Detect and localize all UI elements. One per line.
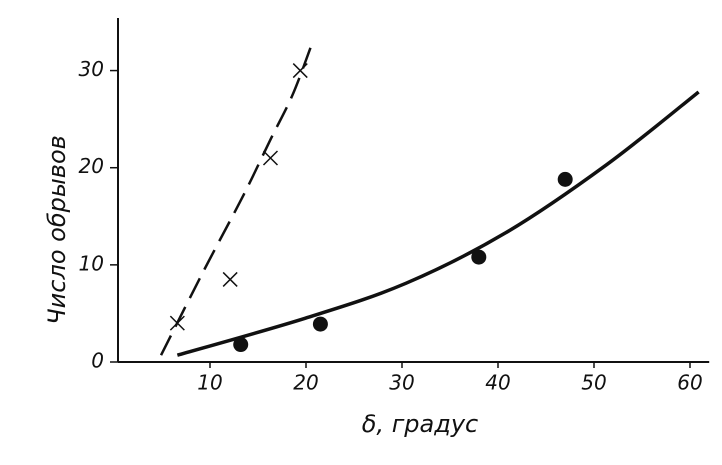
solid-curve xyxy=(176,90,700,357)
y-axis-label: Число обрывов xyxy=(43,135,71,325)
cross-marker xyxy=(292,63,308,79)
dot-marker xyxy=(557,171,573,187)
x-tick-label: 50 xyxy=(581,371,606,395)
cross-marker xyxy=(262,150,279,166)
dot-marker xyxy=(233,337,249,353)
x-tick-label: 30 xyxy=(389,371,414,395)
y-tick-label: 30 xyxy=(79,57,104,81)
dot-marker xyxy=(312,316,328,332)
y-tick-label: 20 xyxy=(79,154,104,178)
x-tick-label: 40 xyxy=(485,371,510,395)
y-tick-label: 10 xyxy=(79,251,104,275)
cross-marker xyxy=(169,315,185,331)
y-tick-label: 0 xyxy=(91,349,104,373)
x-tick-label: 60 xyxy=(677,371,702,395)
x-tick-label: 10 xyxy=(197,371,222,395)
dashed-curve xyxy=(159,43,313,356)
dot-marker xyxy=(471,249,487,265)
x-axis-label: δ, градус xyxy=(362,410,478,438)
cross-marker xyxy=(222,271,238,287)
x-tick-label: 20 xyxy=(293,371,318,395)
